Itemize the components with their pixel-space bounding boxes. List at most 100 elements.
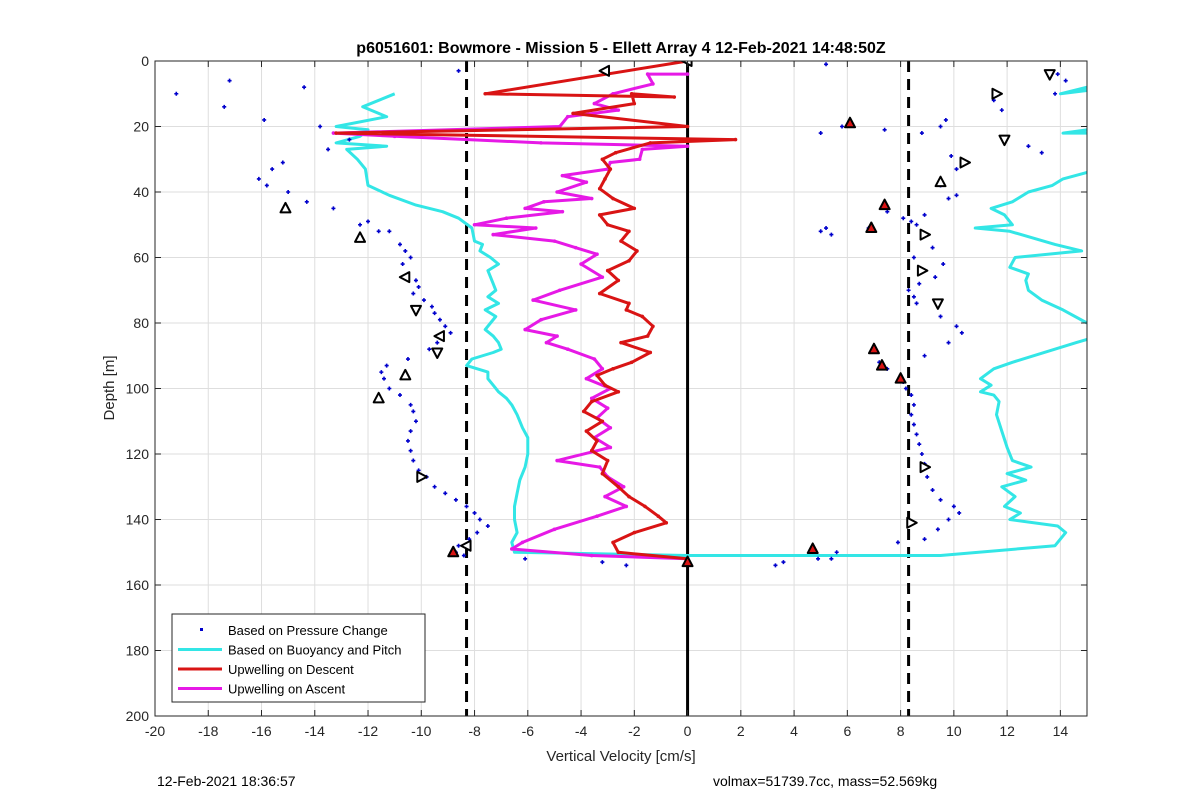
pressure-change-point bbox=[919, 452, 924, 456]
y-tick-label: 100 bbox=[126, 381, 150, 397]
open-triangle-marker bbox=[431, 347, 444, 359]
descent-point bbox=[733, 137, 738, 142]
pressure-change-point bbox=[834, 550, 839, 555]
pressure-change-point bbox=[437, 317, 442, 322]
pressure-change-point bbox=[999, 108, 1004, 113]
ascent-point bbox=[491, 232, 495, 237]
ascent-point bbox=[600, 275, 605, 279]
legend-entry-label: Upwelling on Descent bbox=[228, 662, 354, 677]
descent-point bbox=[656, 514, 661, 519]
open-triangle-marker bbox=[1043, 69, 1056, 81]
open-triangle-marker bbox=[919, 228, 932, 241]
ascent-point bbox=[560, 209, 565, 214]
legend-entry-label: Based on Buoyancy and Pitch bbox=[228, 643, 401, 658]
descent-point bbox=[619, 340, 623, 345]
ascent-point bbox=[595, 252, 599, 257]
descent-point bbox=[608, 167, 613, 171]
ascent-point bbox=[531, 298, 535, 302]
pressure-change-point bbox=[408, 448, 413, 453]
descent-point bbox=[627, 258, 631, 263]
pressure-change-point bbox=[472, 510, 477, 515]
pressure-change-point bbox=[443, 491, 448, 496]
ascent-point bbox=[573, 245, 578, 250]
pressure-change-point bbox=[397, 393, 402, 398]
descent-point bbox=[595, 439, 599, 443]
pressure-change-point bbox=[943, 117, 948, 122]
pressure-change-point bbox=[1055, 72, 1060, 77]
pressure-change-point bbox=[429, 304, 434, 309]
ascent-point bbox=[584, 376, 589, 381]
pressure-change-point bbox=[448, 330, 453, 335]
pressure-change-point bbox=[413, 419, 418, 424]
descent-point bbox=[632, 206, 637, 211]
descent-point bbox=[603, 177, 607, 181]
x-tick-label: 0 bbox=[684, 723, 692, 739]
ascent-series-line bbox=[331, 72, 690, 561]
buoyancy-series-line bbox=[1061, 128, 1087, 135]
ascent-point bbox=[608, 426, 613, 430]
ascent-point bbox=[533, 226, 538, 230]
pressure-change-point bbox=[901, 216, 906, 221]
x-tick-label: -18 bbox=[198, 723, 218, 739]
pressure-change-point bbox=[911, 422, 916, 427]
descent-point bbox=[589, 448, 594, 453]
pressure-change-point bbox=[938, 124, 943, 129]
pressure-change-point bbox=[400, 262, 405, 267]
filled-triangle-marker bbox=[681, 555, 694, 568]
pressure-change-point bbox=[925, 474, 930, 479]
open-triangle-marker bbox=[916, 264, 929, 277]
pressure-change-point bbox=[951, 504, 956, 509]
pressure-change-point bbox=[318, 124, 323, 129]
pressure-change-point bbox=[914, 432, 919, 437]
descent-point bbox=[627, 494, 631, 499]
open-triangle-marker bbox=[931, 298, 944, 310]
pressure-change-point bbox=[286, 190, 291, 194]
descent-point bbox=[605, 458, 610, 463]
ascent-point bbox=[589, 396, 594, 401]
pressure-change-point bbox=[477, 517, 482, 522]
pressure-change-point bbox=[914, 301, 919, 306]
pressure-change-point bbox=[829, 232, 834, 237]
pressure-change-point bbox=[256, 176, 261, 181]
pressure-change-point bbox=[895, 540, 900, 545]
pressure-change-point bbox=[624, 563, 629, 568]
ascent-point bbox=[685, 144, 690, 148]
y-tick-label: 180 bbox=[126, 643, 150, 659]
x-axis-label: Vertical Velocity [cm/s] bbox=[546, 748, 695, 765]
pressure-change-point bbox=[1053, 91, 1058, 96]
ascent-point bbox=[589, 553, 594, 558]
pressure-change-point bbox=[816, 556, 821, 561]
buoyancy-series-line bbox=[334, 92, 1087, 557]
ascent-point bbox=[592, 101, 597, 106]
x-tick-label: 2 bbox=[737, 723, 745, 739]
pressure-change-point bbox=[326, 147, 331, 152]
ascent-point bbox=[552, 239, 557, 243]
pressure-change-point bbox=[903, 386, 908, 391]
pressure-change-point bbox=[405, 438, 410, 443]
filled-triangle-marker bbox=[844, 116, 857, 129]
ascent-point bbox=[557, 288, 562, 293]
descent-point bbox=[613, 150, 618, 155]
descent-point bbox=[334, 131, 338, 135]
descent-point bbox=[584, 429, 589, 433]
pressure-change-point bbox=[840, 124, 845, 129]
x-tick-label: -20 bbox=[145, 723, 165, 739]
ascent-point bbox=[539, 317, 543, 322]
pressure-change-point bbox=[949, 153, 954, 158]
ascent-point bbox=[555, 334, 559, 338]
pressure-change-point bbox=[432, 484, 437, 489]
pressure-change-point bbox=[264, 183, 269, 188]
axis-ticks: -20 -18 -16 -14 -12 -10 -8 -6 -4 -2 0 2 4 6 8 10 12 14020… bbox=[126, 53, 1087, 739]
pressure-change-point bbox=[421, 298, 426, 303]
pressure-change-point bbox=[954, 167, 959, 172]
pressure-change-point bbox=[954, 324, 959, 329]
filled-triangle-marker bbox=[867, 342, 880, 355]
pressure-change-point bbox=[781, 560, 786, 565]
pressure-change-point bbox=[911, 402, 916, 407]
x-tick-label: 10 bbox=[946, 723, 962, 739]
descent-point bbox=[600, 419, 605, 424]
descent-point bbox=[603, 383, 607, 388]
pressure-change-point bbox=[919, 131, 924, 136]
pressure-change-point bbox=[435, 340, 440, 345]
descent-point bbox=[685, 124, 690, 129]
